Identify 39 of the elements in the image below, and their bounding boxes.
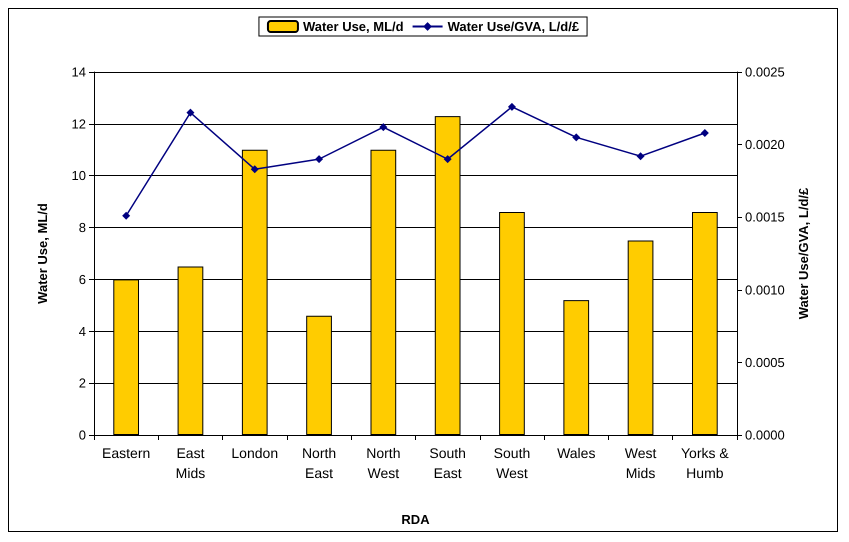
x-tick-label: South East: [429, 445, 466, 481]
y2-tick-label: 0.0005: [745, 354, 785, 370]
point: [122, 212, 130, 220]
y2-tick-label: 0.0010: [745, 282, 785, 298]
point: [572, 133, 580, 142]
x-tick-label: West Mids: [624, 445, 656, 481]
x-tick-label: Eastern: [102, 445, 150, 461]
y-tick-label: 0: [78, 428, 86, 442]
y-tick-label: 2: [78, 376, 86, 391]
legend-label: Water Use/GVA, L/d/£: [448, 19, 580, 34]
point: [444, 155, 452, 164]
y-tick-label: 4: [78, 324, 86, 339]
y2-tick-label: 0.0025: [745, 64, 785, 80]
x-tick-label: South West: [494, 445, 530, 481]
point: [508, 102, 516, 111]
point: [636, 152, 645, 160]
x-tick-label: Wales: [557, 445, 596, 461]
y-tick-label: 14: [72, 64, 86, 80]
y-tick-label: 12: [72, 116, 86, 132]
x-tick-label: North West: [366, 445, 400, 481]
y2-tick-label: 0.0015: [745, 210, 785, 225]
y-axis-title: Water Use, ML/d: [35, 203, 50, 304]
x-tick-label: North East: [302, 445, 336, 481]
x-tick-label: London: [231, 445, 278, 461]
x-tick-label: Yorks & Humb: [680, 445, 730, 481]
y2-tick-label: 0.0000: [745, 428, 785, 442]
point: [250, 165, 259, 174]
y-tick-label: 6: [78, 272, 86, 287]
point: [186, 108, 194, 117]
point: [379, 123, 388, 132]
y2-tick-label: 0.0020: [745, 137, 785, 152]
point: [315, 155, 324, 164]
point: [700, 128, 709, 137]
y-tick-label: 10: [72, 168, 86, 184]
x-axis-title: RDA: [401, 512, 430, 527]
y-tick-label: 8: [78, 220, 86, 236]
legend-label: Water Use, ML/d: [302, 19, 404, 34]
x-tick-label: East Mids: [176, 445, 206, 481]
y2-axis-title: Water Use/GVA, L/d/£: [796, 187, 811, 320]
